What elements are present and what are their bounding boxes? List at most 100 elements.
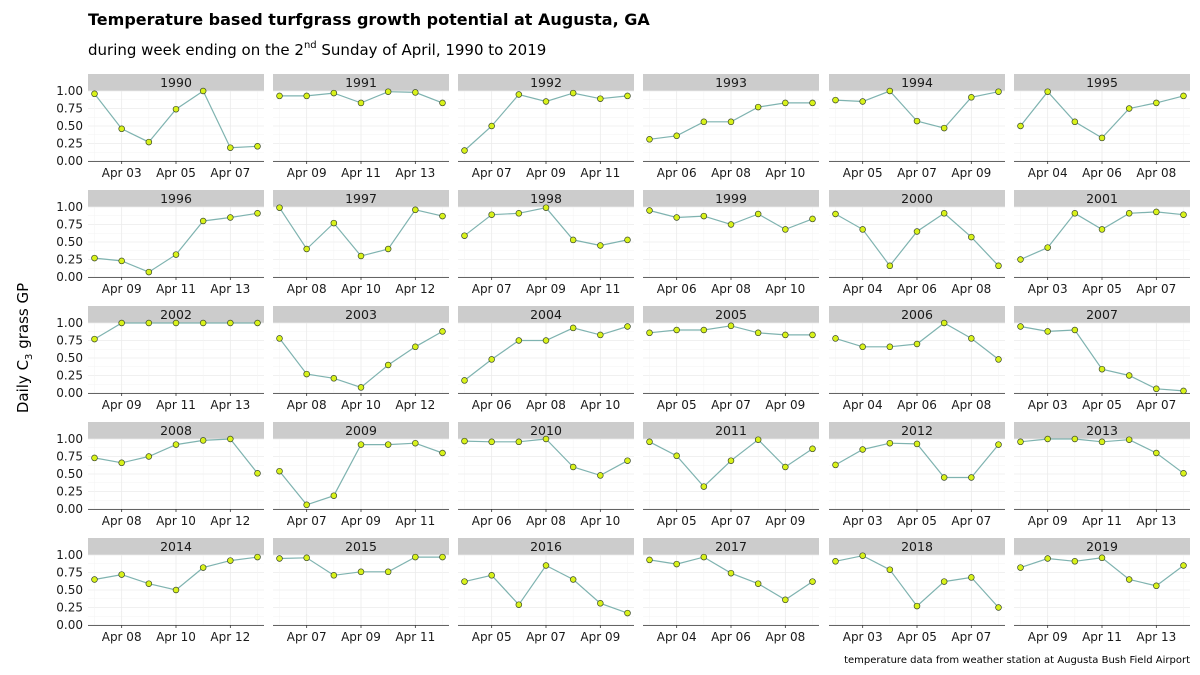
gridlines-1996: [88, 206, 264, 278]
data-point: [1071, 210, 1079, 217]
data-point: [886, 566, 894, 573]
data-point: [276, 467, 283, 475]
gridlines-2017: [643, 554, 819, 626]
data-point: [832, 335, 839, 342]
strip-label-2009: 2009: [345, 423, 377, 438]
panel-1994: 1994 Apr 05 Apr 07 Apr 09: [829, 74, 1005, 180]
data-point: [145, 453, 153, 460]
data-point: [754, 436, 762, 443]
y-tick-label: 0.50: [56, 119, 83, 133]
chart-caption: temperature data from weather station at…: [844, 655, 1190, 666]
data-point: [303, 245, 310, 253]
subtitle-superscript: nd: [304, 40, 317, 51]
data-point: [673, 214, 680, 221]
x-tick-label: Apr 07: [951, 630, 991, 644]
y-tick-label: 0.25: [56, 601, 83, 615]
data-point: [276, 335, 283, 342]
data-point: [254, 553, 261, 561]
data-point: [118, 125, 125, 133]
data-point: [624, 457, 631, 464]
x-tick-label: Apr 09: [580, 630, 620, 644]
data-point: [412, 439, 419, 447]
data-point: [782, 463, 789, 471]
panel-2000: 2000 Apr 04 Apr 06 Apr 08: [829, 190, 1005, 296]
data-point: [91, 90, 98, 98]
strip-label-1992: 1992: [530, 75, 562, 90]
x-tick-label: Apr 06: [472, 398, 512, 412]
data-point: [412, 89, 419, 96]
gridlines-2013: [1014, 438, 1190, 510]
data-point: [624, 92, 631, 100]
panel-1992: 1992 Apr 07 Apr 09 Apr 11: [458, 74, 634, 180]
strip-label-1991: 1991: [345, 75, 377, 90]
data-point: [968, 574, 975, 581]
y-tick-label: 1.00: [56, 316, 83, 330]
data-point: [624, 236, 631, 244]
x-tick-label: Apr 08: [526, 398, 566, 412]
x-tick-label: Apr 09: [1028, 630, 1068, 644]
data-point: [673, 326, 680, 334]
data-point: [1153, 582, 1160, 590]
gridlines-1994: [829, 90, 1005, 162]
x-tick-label: Apr 09: [1028, 514, 1068, 528]
data-point: [542, 562, 550, 569]
x-tick-label: Apr 03: [1028, 398, 1068, 412]
x-tick-label: Apr 08: [287, 282, 327, 296]
data-point: [995, 262, 1002, 270]
data-point: [330, 219, 338, 227]
data-point: [461, 578, 468, 585]
data-point: [832, 461, 839, 469]
data-point: [569, 236, 577, 244]
data-point: [754, 103, 762, 111]
y-tick-label: 1.00: [56, 200, 83, 214]
x-tick-label: Apr 09: [526, 282, 566, 296]
data-point: [542, 98, 550, 105]
panel-2014: 2014 Apr 08 Apr 10 Apr 12 0.00 0.25 0.50 0.75 1.…: [56, 538, 264, 644]
gridlines-2000: [829, 206, 1005, 278]
data-point: [727, 118, 735, 126]
data-point: [1044, 88, 1051, 95]
strip-2012: [829, 422, 1005, 439]
gridlines-2002: [88, 322, 264, 394]
data-point: [700, 326, 708, 334]
y-tick-label: 0.00: [56, 618, 83, 632]
y-tick-label: 1.00: [56, 548, 83, 562]
strip-label-1994: 1994: [901, 75, 933, 90]
data-point: [330, 375, 338, 382]
strip-2001: [1014, 190, 1190, 207]
x-tick-label: Apr 11: [156, 398, 196, 412]
data-point: [488, 572, 495, 579]
strip-label-2015: 2015: [345, 539, 377, 554]
strip-2004: [458, 306, 634, 323]
strip-1994: [829, 74, 1005, 91]
x-tick-label: Apr 07: [1136, 398, 1176, 412]
data-point: [968, 94, 975, 101]
data-point: [809, 445, 816, 453]
data-point: [940, 210, 948, 217]
data-point: [754, 580, 762, 587]
x-tick-label: Apr 07: [951, 514, 991, 528]
y-tick-label: 0.75: [56, 218, 83, 232]
x-tick-label: Apr 10: [156, 630, 196, 644]
data-point: [646, 329, 653, 337]
panel-2009: 2009 Apr 07 Apr 09 Apr 11: [273, 422, 449, 528]
data-point: [859, 226, 866, 233]
data-point: [1098, 226, 1106, 233]
x-tick-label: Apr 13: [1136, 514, 1176, 528]
x-tick-label: Apr 11: [1082, 514, 1122, 528]
data-point: [940, 578, 948, 585]
data-point: [727, 457, 735, 464]
data-point: [809, 215, 816, 223]
data-point: [254, 319, 261, 327]
data-point: [1071, 435, 1079, 443]
strip-1997: [273, 190, 449, 207]
data-point: [412, 206, 419, 214]
strip-label-1990: 1990: [160, 75, 192, 90]
x-tick-label: Apr 08: [711, 166, 751, 180]
data-point: [727, 322, 735, 330]
data-point: [439, 212, 446, 220]
data-point: [488, 211, 495, 218]
y-tick-label: 0.50: [56, 235, 83, 249]
x-tick-label: Apr 09: [765, 514, 805, 528]
